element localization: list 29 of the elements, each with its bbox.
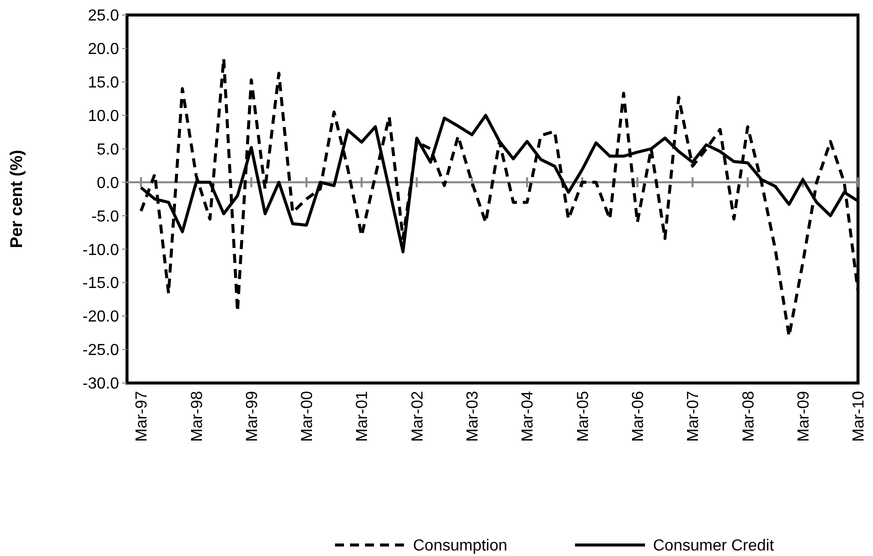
x-tick-label: Mar-05	[574, 390, 592, 442]
x-tick-label: Mar-04	[520, 390, 537, 442]
y-tick-label: 5.0	[96, 141, 120, 158]
x-tick-label: Mar-03	[464, 390, 482, 442]
y-axis-title: Per cent (%)	[7, 150, 26, 248]
x-tick-label: Mar-08	[740, 390, 758, 442]
legend-label: Consumer Credit	[653, 538, 774, 555]
x-tick-label: Mar-00	[299, 390, 316, 442]
y-tick-label: -20.0	[82, 308, 120, 326]
y-tick-label: 15.0	[88, 74, 120, 92]
x-tick-label: Mar-97	[134, 390, 151, 442]
y-tick-label: -25.0	[82, 342, 120, 360]
x-tick-label: Mar-02	[409, 390, 426, 442]
y-tick-label: -10.0	[82, 242, 120, 259]
x-tick-label: Mar-10	[850, 390, 868, 442]
x-tick-label: Mar-07	[685, 390, 702, 442]
legend-label: Consumption	[413, 538, 508, 555]
y-tick-label: 10.0	[88, 108, 120, 125]
x-tick-label: Mar-09	[795, 390, 812, 442]
y-tick-label: 0.0	[96, 174, 120, 192]
x-tick-label: Mar-06	[630, 390, 647, 442]
y-tick-label: 20.0	[88, 41, 120, 58]
y-tick-label: -15.0	[82, 275, 120, 292]
x-tick-label: Mar-99	[244, 390, 261, 442]
y-tick-label: -30.0	[82, 376, 120, 393]
y-tick-label: 25.0	[88, 8, 120, 25]
x-tick-label: Mar-01	[354, 390, 372, 442]
x-tick-label: Mar-98	[188, 390, 206, 442]
y-tick-label: -5.0	[91, 208, 120, 226]
